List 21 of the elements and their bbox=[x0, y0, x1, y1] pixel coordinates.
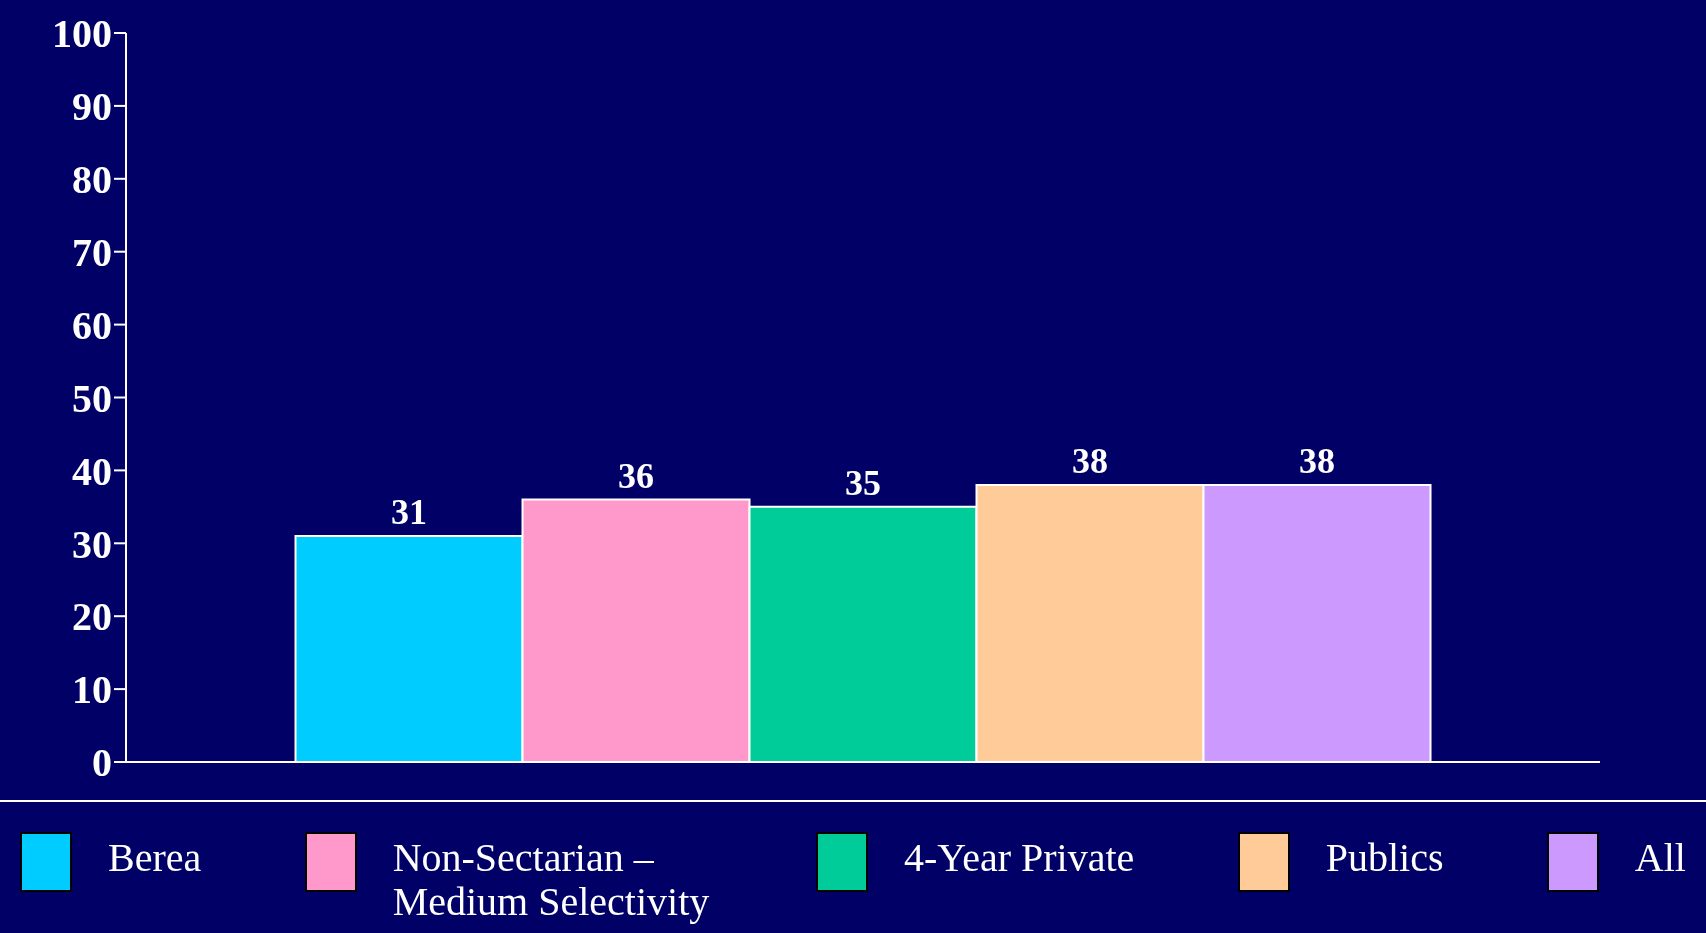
legend-label: Publics bbox=[1325, 835, 1444, 880]
y-tick-label: 90 bbox=[72, 84, 112, 130]
y-tick-label: 30 bbox=[72, 521, 112, 567]
data-label: 38 bbox=[1072, 440, 1109, 481]
y-tick-label: 100 bbox=[52, 11, 112, 57]
legend-label: 4-Year Private bbox=[903, 835, 1135, 880]
y-tick-label: 70 bbox=[72, 229, 112, 275]
y-tick-label: 60 bbox=[72, 302, 112, 348]
y-tick-label: 50 bbox=[72, 375, 112, 421]
legend-label: Non-Sectarian – Medium Selectivity bbox=[392, 835, 711, 924]
data-label: 31 bbox=[391, 492, 428, 533]
y-tick-label: 20 bbox=[72, 594, 112, 640]
y-tick-label: 40 bbox=[72, 448, 112, 494]
y-tick-label: 0 bbox=[92, 740, 112, 786]
data-label: 35 bbox=[845, 462, 882, 503]
y-tick-label: 10 bbox=[72, 667, 112, 713]
legend-label: Berea bbox=[108, 835, 202, 880]
legend-label: All bbox=[1634, 835, 1686, 880]
data-label: 36 bbox=[618, 455, 655, 496]
y-tick-label: 80 bbox=[72, 157, 112, 202]
data-label: 38 bbox=[1299, 440, 1336, 481]
